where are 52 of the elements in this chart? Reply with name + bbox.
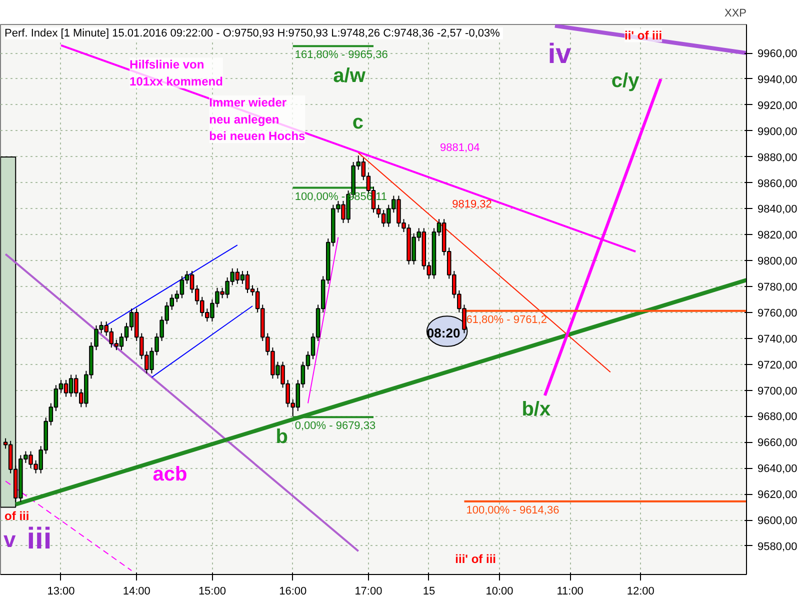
x-tick-label: 15:00 — [198, 586, 226, 598]
y-tick-label: 9580,00 — [758, 540, 798, 553]
annotation: 9881,04 — [440, 142, 480, 154]
series-label: 0,00% - 9679,33 — [294, 420, 376, 432]
annotation: b — [276, 426, 288, 448]
annotation: iii — [26, 522, 52, 556]
annotation: c — [352, 112, 364, 134]
y-tick-label: 9640,00 — [758, 463, 798, 476]
y-tick-label: 9820,00 — [758, 230, 798, 242]
y-tick-label: 9660,00 — [758, 437, 798, 450]
y-tick-label: 9720,00 — [758, 359, 798, 372]
x-tick-label: 14:00 — [122, 586, 150, 598]
y-tick-label: 9800,00 — [758, 256, 798, 268]
annotation: 9819,32 — [452, 198, 492, 211]
x-tick-label: 12:00 — [626, 586, 654, 598]
y-tick-label: 9780,00 — [758, 282, 798, 294]
annotation: acb — [152, 464, 188, 486]
y-tick-label: 9700,00 — [758, 385, 798, 398]
y-tick-label: 9920,00 — [758, 100, 798, 112]
annotation: iii' of iii — [455, 552, 496, 566]
y-tick-label: 9900,00 — [758, 126, 798, 138]
annotation: a/w — [333, 65, 366, 88]
annotation: Immer wieder neu anlegen bei neuen Hochs — [209, 96, 306, 144]
x-tick-label: 11:00 — [556, 586, 584, 598]
x-tick-label: 16:00 — [279, 586, 307, 598]
annotation: v — [4, 527, 17, 552]
y-tick-label: 9680,00 — [758, 411, 798, 424]
y-tick-label: 9860,00 — [758, 178, 798, 190]
x-tick-label: 15 — [422, 586, 436, 598]
y-tick-label: 9840,00 — [758, 204, 798, 216]
x-tick-label: 17:00 — [354, 586, 382, 598]
series-label: 100,00% - 9614,36 — [466, 504, 560, 516]
annotation: iv — [548, 38, 572, 69]
annotation: c/y — [611, 70, 640, 92]
y-tick-label: 9940,00 — [758, 74, 798, 86]
x-tick-label: 10:00 — [486, 586, 514, 598]
y-tick-label: 9760,00 — [758, 307, 798, 320]
chart-title: Perf. Index [1 Minute] 15.01.2016 09:22:00 - O:9750,93 H:9750,93 L:9748,26 C:9748,36 -2,57 -0,03% — [4, 27, 500, 40]
annotation: Hilfslinie von 101xx kommend — [130, 58, 223, 88]
y-axis-title: XXP — [724, 8, 747, 20]
y-tick-label: 9880,00 — [758, 152, 798, 164]
y-tick-label: 9600,00 — [758, 515, 798, 528]
annotation: b/x — [522, 398, 551, 420]
annotation: 08:20 — [426, 326, 460, 341]
series-label: 161,80% - 9965,36 — [294, 49, 388, 62]
y-tick-label: 9620,00 — [758, 489, 798, 502]
series-label: 61,80% - 9761,2 — [466, 314, 547, 326]
y-tick-label: 9960,00 — [758, 48, 798, 60]
y-tick-label: 9740,00 — [758, 333, 798, 346]
annotation: of iii — [4, 509, 30, 524]
annotation: ii' of iii — [624, 28, 662, 42]
x-tick-label: 13:00 — [47, 586, 75, 598]
